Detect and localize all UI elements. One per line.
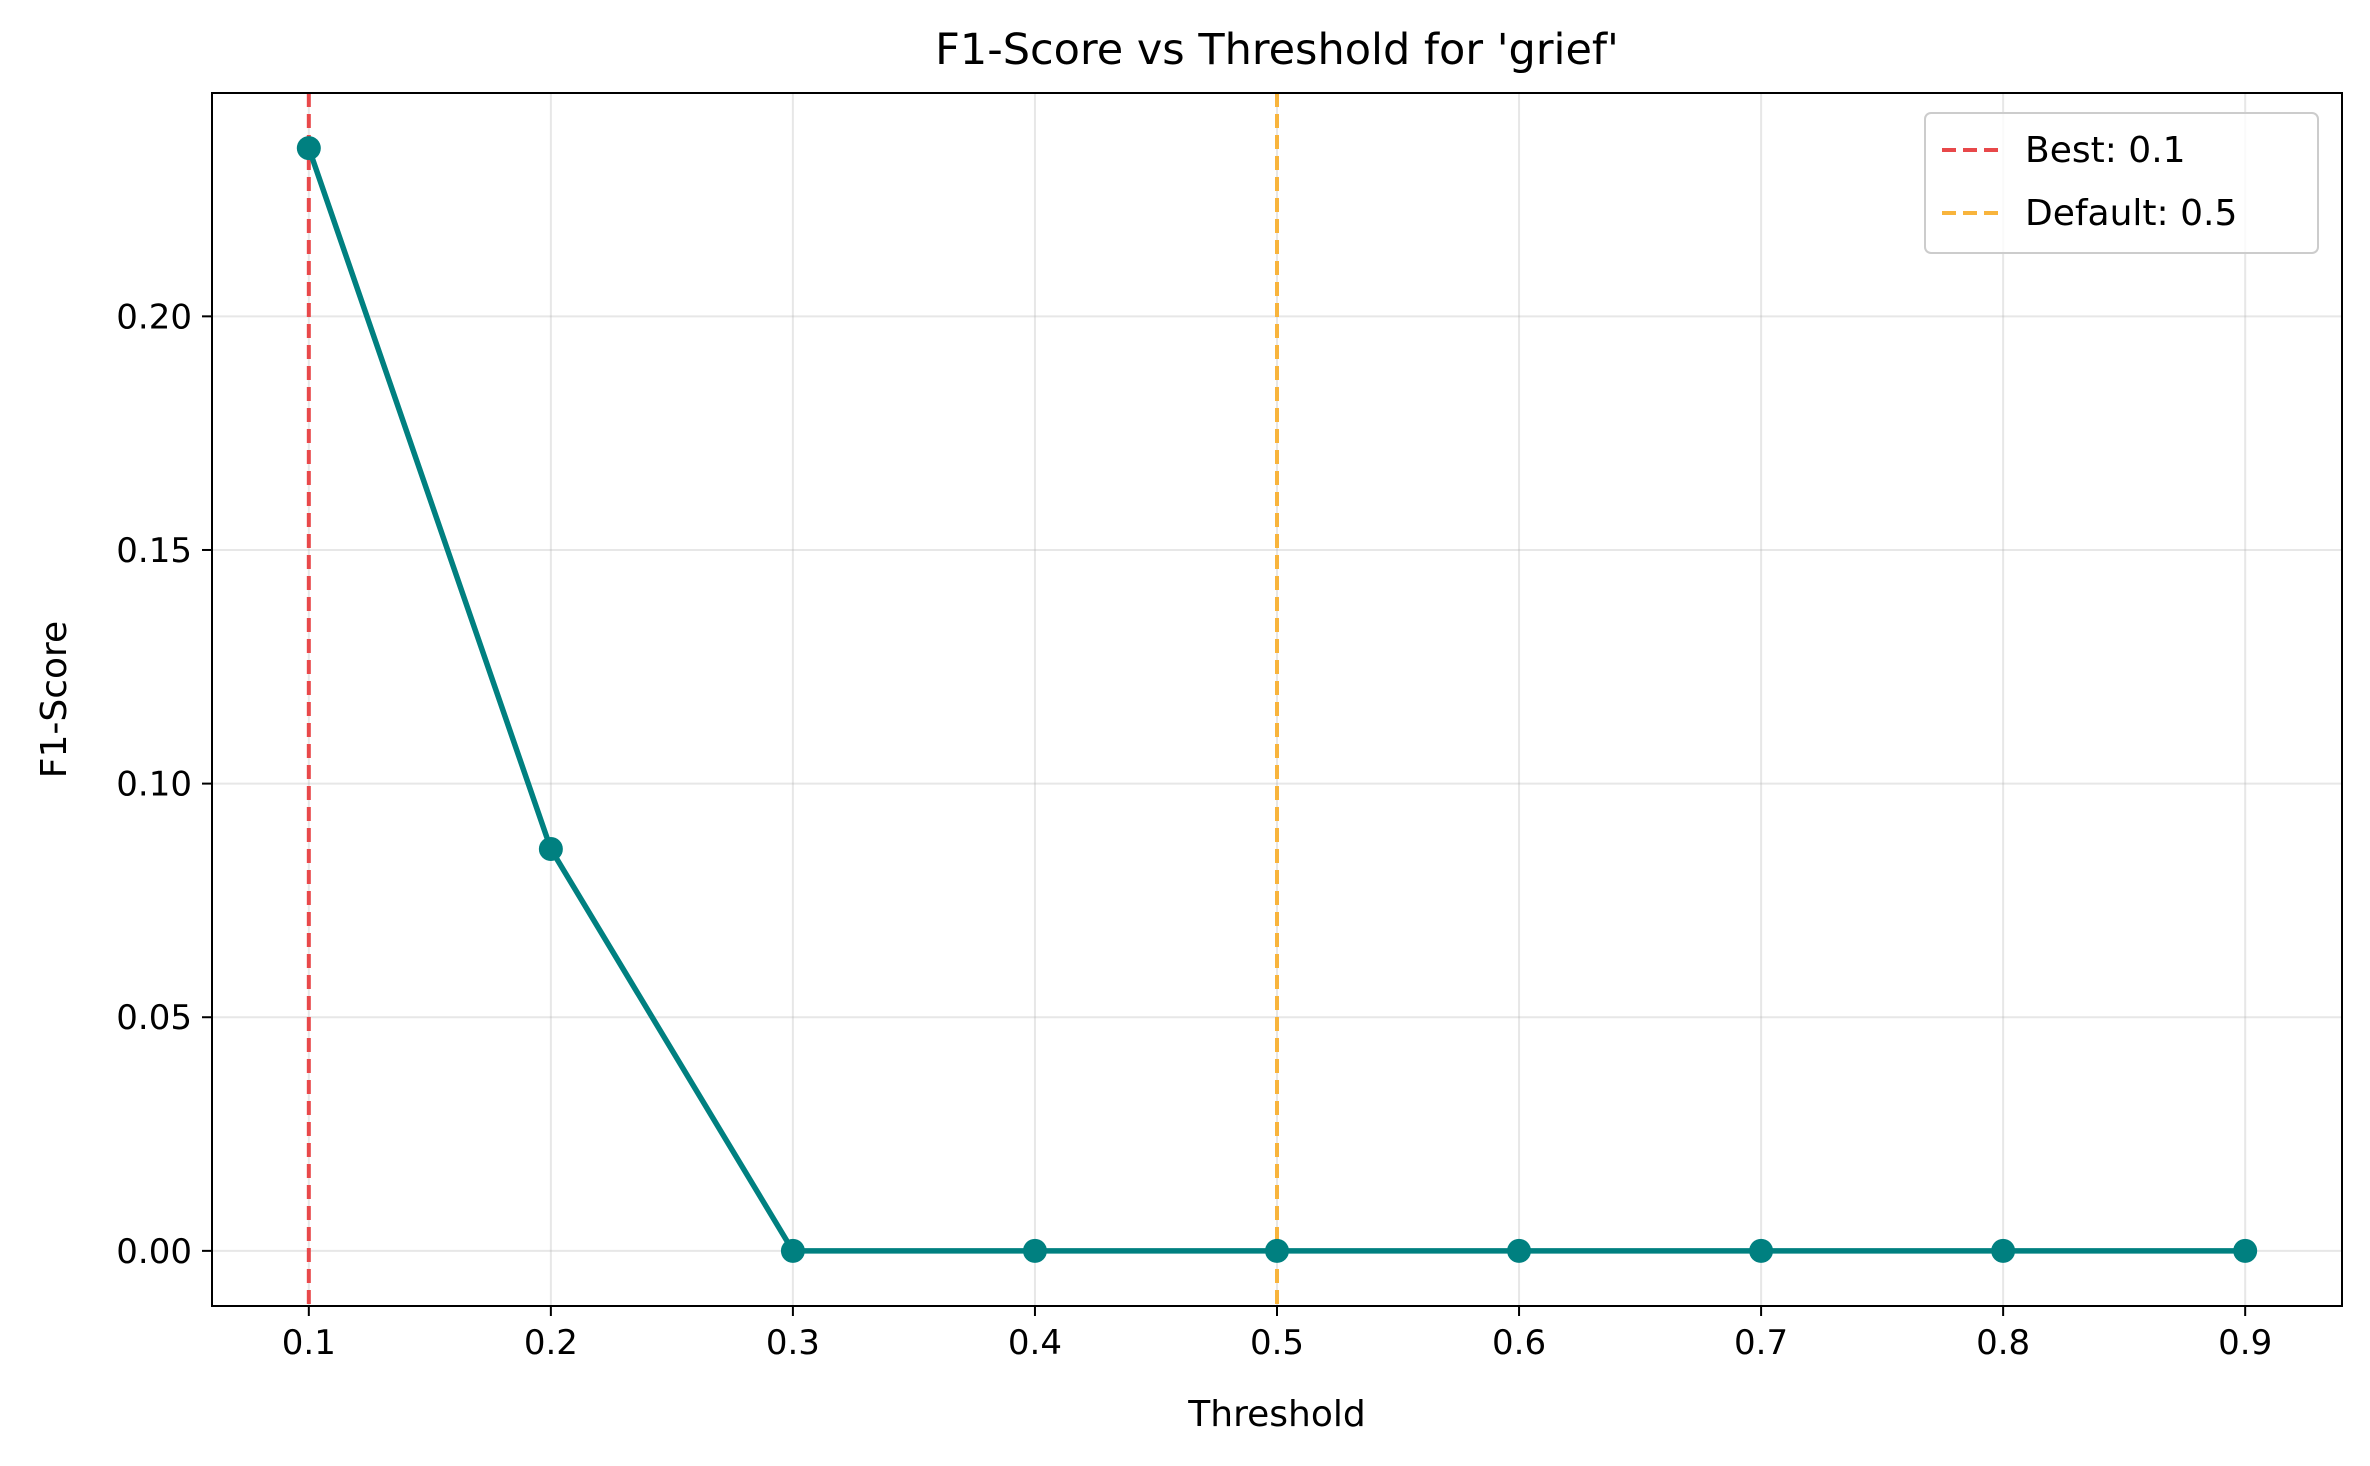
series-layer: [296, 136, 2258, 1263]
legend-box: [1924, 112, 2319, 254]
legend-label-default: Default: 0.5: [2025, 193, 2237, 234]
x-tick-label: 0.9: [2218, 1323, 2272, 1363]
data-point: [1991, 1238, 2016, 1263]
x-tick-label: 0.7: [1734, 1323, 1788, 1363]
x-axis-label: Threshold: [1187, 1394, 1365, 1435]
data-point: [538, 837, 563, 862]
y-tick-label: 0.15: [116, 531, 192, 571]
x-tick-label: 0.3: [766, 1323, 820, 1363]
x-axis-ticks: 0.1 0.2 0.3 0.4 0.5 0.6 0.7 0.8 0.9: [282, 1306, 2272, 1363]
data-point: [1265, 1238, 1289, 1263]
legend: Best: 0.1 Default: 0.5: [1924, 112, 2319, 254]
x-tick-label: 0.6: [1492, 1323, 1546, 1363]
data-point: [296, 136, 321, 161]
y-tick-label: 0.10: [116, 765, 192, 805]
data-point: [2233, 1238, 2258, 1263]
data-point: [780, 1238, 805, 1263]
y-tick-label: 0.00: [116, 1232, 192, 1272]
x-tick-label: 0.4: [1008, 1323, 1062, 1363]
data-point: [1507, 1238, 1532, 1263]
y-tick-label: 0.20: [116, 297, 192, 337]
x-tick-label: 0.5: [1250, 1323, 1304, 1363]
y-axis-label: F1-Score: [34, 621, 75, 778]
x-tick-label: 0.8: [1976, 1323, 2030, 1363]
y-tick-label: 0.05: [116, 998, 192, 1038]
reference-lines: [306, 93, 1279, 1306]
chart-title: F1-Score vs Threshold for 'grief': [935, 25, 1619, 75]
y-axis-ticks: 0.00 0.05 0.10 0.15 0.20: [116, 297, 212, 1272]
x-tick-label: 0.2: [524, 1323, 578, 1363]
legend-label-best: Best: 0.1: [2025, 130, 2186, 171]
data-point: [1749, 1238, 1774, 1263]
x-tick-label: 0.1: [282, 1323, 336, 1363]
data-point: [1022, 1238, 1047, 1263]
